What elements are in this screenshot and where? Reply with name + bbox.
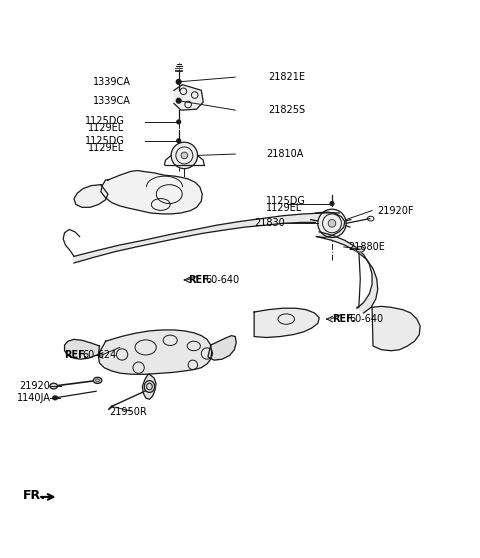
Polygon shape xyxy=(74,185,108,208)
Text: 21825S: 21825S xyxy=(268,105,305,115)
Ellipse shape xyxy=(50,383,58,389)
Text: 60-640: 60-640 xyxy=(205,275,240,285)
Text: 60-640: 60-640 xyxy=(349,314,384,324)
Text: 1339CA: 1339CA xyxy=(93,96,131,105)
Ellipse shape xyxy=(93,377,102,383)
Circle shape xyxy=(177,139,180,143)
Text: 21830: 21830 xyxy=(254,218,285,228)
Circle shape xyxy=(171,142,198,169)
Text: 21920F: 21920F xyxy=(377,205,413,215)
Text: 1339CA: 1339CA xyxy=(93,77,131,87)
Circle shape xyxy=(176,79,181,84)
Polygon shape xyxy=(143,374,156,400)
Text: 1125DG: 1125DG xyxy=(84,116,124,126)
Text: FR.: FR. xyxy=(23,489,46,502)
Text: 1140JA: 1140JA xyxy=(16,393,50,403)
Circle shape xyxy=(176,98,181,103)
Polygon shape xyxy=(98,330,212,374)
Circle shape xyxy=(318,209,346,238)
Circle shape xyxy=(177,120,180,124)
Ellipse shape xyxy=(53,396,58,400)
Text: REF.: REF. xyxy=(64,350,88,360)
Text: REF.: REF. xyxy=(188,275,211,285)
Circle shape xyxy=(328,219,336,227)
Ellipse shape xyxy=(356,247,364,252)
Text: 21950R: 21950R xyxy=(109,407,146,417)
Text: REF.: REF. xyxy=(332,314,355,324)
Text: 1129EL: 1129EL xyxy=(266,203,302,213)
Text: 1125DG: 1125DG xyxy=(266,196,306,206)
Text: 21920: 21920 xyxy=(20,381,50,391)
Polygon shape xyxy=(208,335,236,360)
Text: 21810A: 21810A xyxy=(266,149,303,159)
Polygon shape xyxy=(254,308,319,338)
Circle shape xyxy=(181,152,188,158)
Text: 21880E: 21880E xyxy=(348,242,385,252)
Polygon shape xyxy=(74,213,339,263)
Text: 21821E: 21821E xyxy=(268,72,305,82)
Polygon shape xyxy=(101,171,202,214)
Text: 60-624: 60-624 xyxy=(82,350,116,360)
Circle shape xyxy=(330,201,334,205)
Text: 1129EL: 1129EL xyxy=(88,123,124,133)
Text: 1125DG: 1125DG xyxy=(84,136,124,146)
Text: 1129EL: 1129EL xyxy=(88,143,124,153)
Polygon shape xyxy=(372,306,420,350)
Polygon shape xyxy=(64,339,99,359)
Polygon shape xyxy=(174,85,203,110)
Ellipse shape xyxy=(144,381,155,392)
Polygon shape xyxy=(316,232,378,313)
